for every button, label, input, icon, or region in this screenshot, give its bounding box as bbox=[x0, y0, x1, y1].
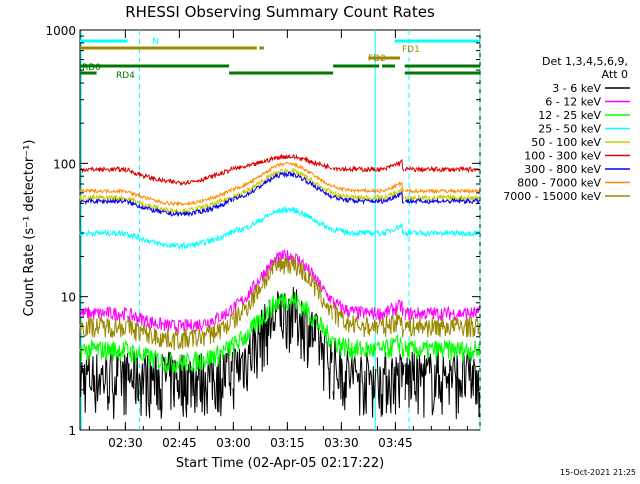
series-line-3 bbox=[79, 292, 481, 375]
x-axis: 02:30 02:45 03:00 03:15 03:30 03:45 bbox=[88, 30, 468, 450]
legend-label-9: 7000 - 15000 keV bbox=[503, 190, 601, 203]
legend-label-6: 100 - 300 keV bbox=[524, 150, 601, 163]
y-tick-label-3: 1000 bbox=[45, 24, 76, 38]
legend-label-5: 50 - 100 keV bbox=[531, 136, 601, 149]
x-tick-label-2: 03:00 bbox=[216, 436, 251, 450]
series-line-5 bbox=[79, 167, 480, 216]
x-tick-label-0: 02:30 bbox=[108, 436, 143, 450]
series-line-9 bbox=[79, 255, 481, 351]
legend-label-4: 25 - 50 keV bbox=[538, 123, 601, 136]
series-line-8 bbox=[79, 161, 480, 207]
flag-label-fd2: FD2 bbox=[368, 54, 386, 64]
y-tick-label-1: 10 bbox=[61, 291, 76, 305]
y-tick-label-0: 1 bbox=[68, 424, 76, 438]
legend-label-2: 6 - 12 keV bbox=[545, 96, 601, 109]
legend-title-line-2: Att 0 bbox=[602, 68, 628, 81]
legend-label-7: 300 - 800 keV bbox=[524, 163, 601, 176]
series-line-7 bbox=[79, 170, 480, 218]
legend-label-3: 12 - 25 keV bbox=[538, 109, 601, 122]
series-line-2 bbox=[79, 249, 481, 336]
flag-label-fd1: FD1 bbox=[402, 45, 420, 55]
chart-title: RHESSI Observing Summary Count Rates bbox=[125, 3, 435, 21]
x-axis-label: Start Time (02-Apr-05 02:17:22) bbox=[176, 456, 384, 471]
y-axis: 1 10 100 1000 bbox=[45, 24, 480, 438]
x-tick-label-3: 03:15 bbox=[270, 436, 305, 450]
series-line-6 bbox=[79, 153, 480, 187]
flag-label-n: N bbox=[152, 37, 159, 47]
x-tick-label-5: 03:45 bbox=[378, 436, 413, 450]
legend-label-1: 3 - 6 keV bbox=[552, 82, 601, 95]
x-tick-label-4: 03:30 bbox=[324, 436, 359, 450]
flag-label-rd4: RD4 bbox=[116, 71, 135, 81]
series-line-4 bbox=[79, 206, 481, 251]
x-tick-label-1: 02:45 bbox=[162, 436, 197, 450]
flag-label-rd0: RD0 bbox=[82, 63, 101, 73]
legend-label-8: 800 - 7000 keV bbox=[517, 177, 601, 190]
footer-date: 15-Oct-2021 21:25 bbox=[560, 468, 636, 477]
y-axis-label: Count Rate (s⁻¹ detector⁻¹) bbox=[22, 140, 37, 317]
legend-title-line-1: Det 1,3,4,5,6,9, bbox=[542, 55, 628, 68]
plot-area: N FD1 FD2 RD0 RD4 bbox=[79, 29, 481, 431]
y-tick-label-2: 100 bbox=[53, 157, 76, 171]
